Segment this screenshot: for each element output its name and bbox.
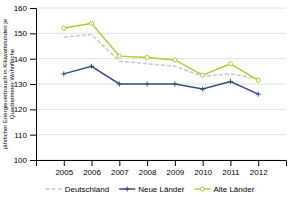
grid-line <box>36 134 286 135</box>
x-tick-mark <box>230 160 231 166</box>
legend-item: Neue Länder <box>119 185 185 194</box>
x-tick-label: 2006 <box>83 168 101 177</box>
grid-line <box>36 33 286 34</box>
series-marker <box>172 82 177 87</box>
y-tick: 140 <box>14 55 36 64</box>
x-tick-label: 2012 <box>250 168 268 177</box>
legend-marker <box>200 187 204 191</box>
series-line <box>64 23 258 80</box>
x-tick: 2006 <box>83 160 101 177</box>
y-tick-mark <box>30 59 36 60</box>
y-axis: 100 110 120 130 140 150 160 <box>14 4 37 165</box>
y-tick-label: 130 <box>14 80 28 89</box>
legend: Deutschland Neue Länder Alte Länder <box>46 185 255 194</box>
x-axis-line <box>37 161 287 167</box>
plot: 2005 2006 2007 2008 2009 2010 2011 2012 100 110 12… <box>14 4 287 177</box>
series-line <box>64 66 258 94</box>
y-tick-label: 110 <box>14 131 27 140</box>
legend-swatch <box>46 188 62 190</box>
y-axis-title: jährlicher Energieverbrauch in Kilowatts… <box>2 18 15 150</box>
x-tick-mark <box>203 160 204 166</box>
series-marker <box>89 64 94 69</box>
series-marker <box>61 71 66 76</box>
x-tick: 2008 <box>139 160 157 177</box>
y-axis-title-line: jährlicher Energieverbrauch in Kilowatts… <box>2 18 8 150</box>
x-tick: 2009 <box>166 160 184 177</box>
x-tick: 2005 <box>55 160 73 177</box>
legend-item: Alte Länder <box>194 185 254 194</box>
y-axis-line <box>30 9 37 161</box>
x-tick-mark <box>147 160 148 166</box>
chart: 2005 2006 2007 2008 2009 2010 2011 2012 100 110 12… <box>0 0 300 200</box>
y-tick: 130 <box>14 80 36 89</box>
grid-line <box>36 109 286 110</box>
y-tick: 100 <box>14 156 36 165</box>
x-tick-label: 2005 <box>55 168 73 177</box>
x-tick-label: 2007 <box>111 168 129 177</box>
x-tick: 2012 <box>250 160 268 177</box>
grid <box>36 8 286 160</box>
series-marker <box>62 26 66 30</box>
series-marker <box>256 78 260 82</box>
series-marker <box>145 55 149 59</box>
x-tick-label: 2009 <box>166 168 184 177</box>
y-tick-label: 140 <box>14 55 28 64</box>
series-marker <box>200 87 205 92</box>
series-group <box>61 21 260 96</box>
y-tick-mark <box>30 84 36 85</box>
legend-label: Neue Länder <box>138 185 185 194</box>
x-tick-label: 2010 <box>194 168 212 177</box>
series-marker <box>228 62 232 66</box>
x-tick-mark <box>175 160 176 166</box>
y-tick: 160 <box>14 4 36 13</box>
y-tick-label: 150 <box>14 29 28 38</box>
y-tick-mark <box>30 33 36 34</box>
y-axis-title-line: Quadratmeter Wohnfläche <box>9 48 15 119</box>
series-line <box>64 35 258 79</box>
series-marker <box>90 21 94 25</box>
legend-label: Alte Länder <box>213 185 254 194</box>
x-tick: 2010 <box>194 160 212 177</box>
grid-line <box>36 8 286 9</box>
y-tick: 110 <box>14 131 36 140</box>
legend-item: Deutschland <box>46 185 109 194</box>
x-tick: 2011 <box>222 160 240 177</box>
series-marker <box>117 54 121 58</box>
legend-marker <box>125 187 130 192</box>
series-marker <box>201 73 205 77</box>
x-tick-label: 2008 <box>139 168 157 177</box>
y-tick: 120 <box>14 105 36 114</box>
x-tick-mark <box>64 160 65 166</box>
y-tick-mark <box>30 8 36 9</box>
y-tick-label: 120 <box>14 105 28 114</box>
y-tick-mark <box>30 135 36 136</box>
x-tick-mark <box>119 160 120 166</box>
x-tick-mark <box>258 160 259 166</box>
series-marker <box>145 82 150 87</box>
x-tick-label: 2011 <box>222 168 240 177</box>
series-marker <box>117 82 122 87</box>
y-tick: 150 <box>14 29 36 38</box>
x-tick-mark <box>92 160 93 166</box>
series-marker <box>173 58 177 62</box>
y-tick-mark <box>30 160 36 161</box>
y-tick-mark <box>30 109 36 110</box>
series-marker <box>228 79 233 84</box>
x-tick: 2007 <box>111 160 129 177</box>
legend-label: Deutschland <box>65 185 109 194</box>
series-marker <box>256 92 261 97</box>
x-axis: 2005 2006 2007 2008 2009 2010 2011 2012 <box>37 160 287 177</box>
y-tick-label: 160 <box>14 4 28 13</box>
y-tick-label: 100 <box>14 156 28 165</box>
